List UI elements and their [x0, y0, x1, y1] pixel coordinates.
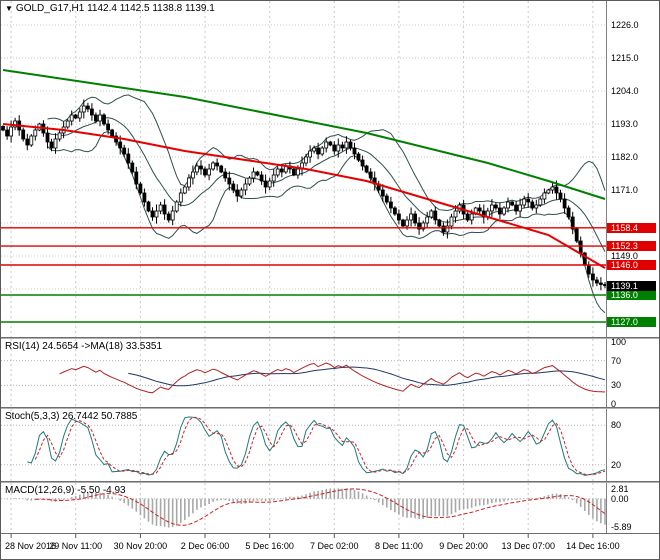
panel-separator[interactable]	[1, 337, 659, 339]
chart-symbol-icon: ▼	[5, 4, 13, 13]
time-label: 5 Dec 16:00	[245, 541, 294, 551]
time-label: 13 Dec 07:00	[501, 541, 555, 551]
support-price-label: 1136.0	[607, 290, 656, 300]
current-price-label: 1139.1	[607, 280, 656, 291]
stochastic-plot[interactable]	[1, 409, 607, 481]
time-label: 2 Dec 06:00	[180, 541, 230, 551]
rsi-tick-label: 30	[611, 380, 622, 391]
quote-ohlc: 1142.4 1142.5 1138.8 1139.1	[87, 3, 215, 14]
chart-title: ▼ GOLD_G17,H1 1142.4 1142.5 1138.8 1139.1	[5, 3, 215, 14]
stochastic-tick-label: 20	[611, 459, 622, 470]
time-label: 8 Dec 11:00	[375, 541, 423, 551]
resistance-price-label: 1146.0	[607, 260, 656, 270]
time-label: 9 Dec 20:00	[439, 541, 488, 551]
macd-plot[interactable]	[1, 483, 607, 533]
rsi-tick-label: 70	[611, 355, 622, 366]
resistance-price-label: 1152.3	[607, 241, 656, 252]
stochastic-title: Stoch(5,3,3) 26.7442 50.7885	[5, 411, 138, 422]
symbol-name: GOLD_G17,H1	[15, 3, 85, 14]
price-tick-label: 1204.0	[611, 86, 639, 96]
price-plot[interactable]	[1, 1, 607, 337]
stochastic-tick-label: 80	[611, 420, 622, 431]
panel-separator[interactable]	[1, 481, 659, 483]
macd-tick-label: 2.81	[611, 484, 629, 494]
price-tick-label: 1182.0	[611, 152, 638, 162]
time-label: 7 Dec 02:00	[310, 541, 359, 551]
macd-title: MACD(12,26,9) -5.50 -4.93	[5, 485, 126, 496]
price-tick-label: 1215.0	[611, 53, 639, 63]
support-price-label: 1127.0	[607, 317, 656, 327]
time-label: 30 Nov 20:00	[113, 541, 168, 551]
macd-panel[interactable]: MACD(12,26,9) -5.50 -4.93 2.81 0.00 -5.89	[1, 483, 659, 533]
rsi-title: RSI(14) 24.5654 ->MA(18) 33.5351	[5, 341, 163, 352]
resistance-price-label: 1158.4	[607, 222, 656, 233]
main-chart-panel[interactable]: ▼ GOLD_G17,H1 1142.4 1142.5 1138.8 1139.1…	[1, 1, 659, 337]
time-axis[interactable]: 28 Nov 2016 29 Nov 11:00 30 Nov 20:00 2 Dec…	[1, 533, 659, 559]
price-tick-label: 1171.0	[611, 185, 638, 195]
stochastic-panel[interactable]: Stoch(5,3,3) 26.7442 50.7885 80 20	[1, 409, 659, 481]
rsi-plot[interactable]	[1, 339, 607, 407]
price-tick-label: 1149.0	[611, 251, 638, 261]
macd-tick-label: -5.89	[611, 522, 632, 532]
rsi-tick-label: 100	[611, 337, 627, 347]
time-label: 14 Dec 16:00	[566, 541, 620, 551]
rsi-tick-label: 0	[611, 399, 617, 409]
time-label: 28 Nov 2016	[5, 541, 57, 551]
price-tick-label: 1226.0	[611, 20, 639, 30]
time-label: 29 Nov 11:00	[49, 541, 103, 551]
panel-separator[interactable]	[1, 407, 659, 409]
price-tick-label: 1193.0	[611, 119, 638, 129]
macd-tick-label: 0.00	[611, 493, 629, 504]
rsi-panel[interactable]: RSI(14) 24.5654 ->MA(18) 33.5351 100 70 30…	[1, 337, 659, 409]
time-ticks	[10, 534, 594, 538]
